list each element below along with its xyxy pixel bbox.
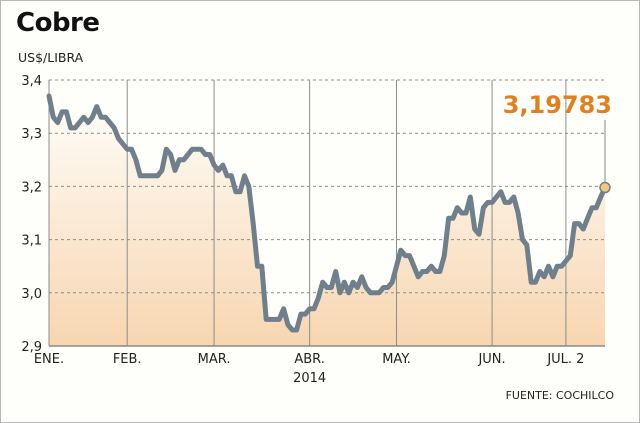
x-tick-label: ABR.	[294, 352, 325, 367]
y-tick-label: 3,4	[21, 74, 42, 89]
y-tick-label: 3,2	[21, 180, 42, 195]
y-tick-label: 3,3	[21, 127, 42, 142]
x-tick-label: FEB.	[113, 352, 142, 367]
y-tick-label: 3,0	[21, 287, 42, 302]
price-line	[46, 93, 608, 333]
y-tick-label: 2,9	[21, 340, 42, 355]
unit-label: US$/LIBRA	[18, 50, 84, 65]
y-tick-label: 3,1	[21, 234, 42, 249]
last-point-marker	[599, 181, 611, 194]
year-label: 2014	[293, 371, 326, 386]
x-tick-label: JUN.	[477, 352, 505, 367]
source-label: FUENTE: COCHILCO	[505, 389, 614, 402]
x-tick-label: MAY.	[382, 352, 411, 367]
last-value-label: 3,19783	[503, 91, 612, 119]
x-tick-label: JUL. 2	[546, 352, 584, 367]
x-tick-label: ENE.	[34, 352, 64, 367]
area-fill	[49, 96, 605, 346]
x-tick-label: MAR.	[198, 352, 231, 367]
chart-title: Cobre	[16, 8, 100, 38]
